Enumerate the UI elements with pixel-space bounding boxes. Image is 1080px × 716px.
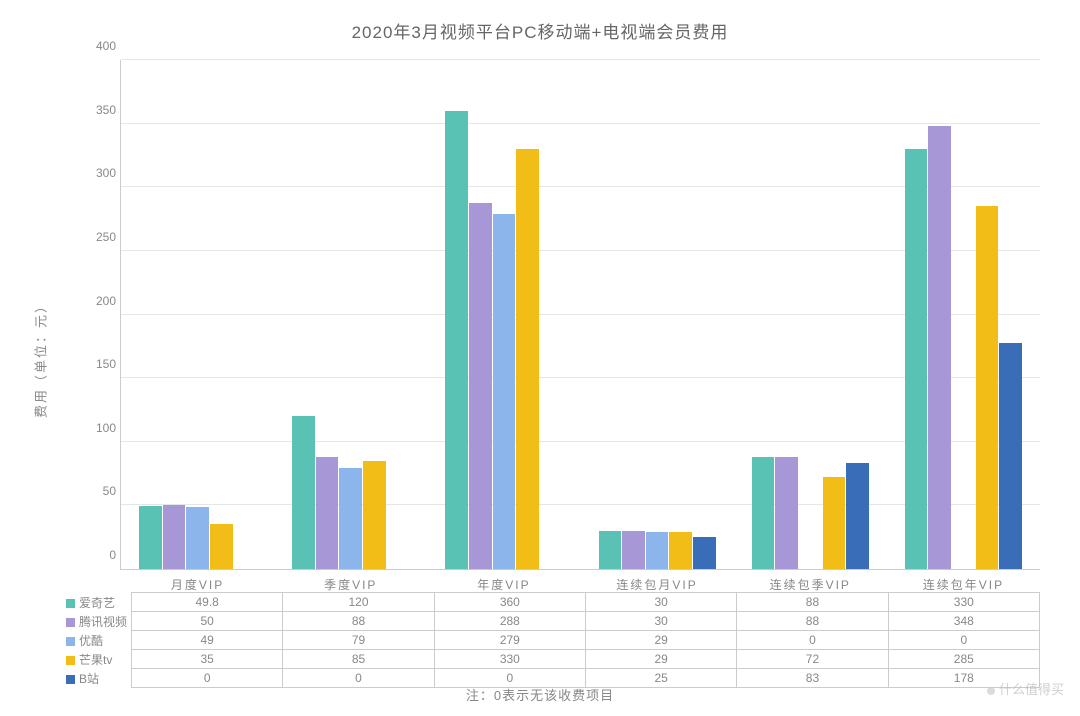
chart-title: 2020年3月视频平台PC移动端+电视端会员费用 — [0, 0, 1080, 43]
table-cell: 330 — [434, 650, 585, 669]
table-row: 爱奇艺49.81203603088330 — [60, 593, 1040, 612]
bar — [846, 463, 869, 569]
table-cell: 88 — [283, 612, 434, 631]
legend-swatch — [66, 618, 75, 627]
table-cell: 50 — [132, 612, 283, 631]
bar — [976, 206, 999, 569]
bar — [622, 531, 645, 569]
bar — [339, 468, 362, 569]
x-category-label: 季度VIP — [274, 576, 427, 593]
footer-note: 注：0表示无该收费项目 — [0, 685, 1080, 704]
bar — [139, 506, 162, 569]
x-category-label: 年度VIP — [427, 576, 580, 593]
chart-container: 2020年3月视频平台PC移动端+电视端会员费用 费用（单位：元） 月度VIP季… — [0, 0, 1080, 716]
table-cell: 30 — [586, 593, 737, 612]
watermark: 什么值得买 — [987, 679, 1064, 698]
y-tick-label: 50 — [76, 484, 116, 498]
table-cell: 49.8 — [132, 593, 283, 612]
bar-group: 年度VIP — [427, 60, 580, 569]
watermark-text: 什么值得买 — [999, 682, 1064, 697]
bar — [752, 457, 775, 569]
series-label: 爱奇艺 — [60, 593, 132, 612]
y-tick-label: 250 — [76, 230, 116, 244]
bar — [445, 111, 468, 569]
table-row: 芒果tv35853302972285 — [60, 650, 1040, 669]
x-category-label: 连续包季VIP — [734, 576, 887, 593]
table-cell: 288 — [434, 612, 585, 631]
bar — [363, 461, 386, 569]
bar — [928, 126, 951, 569]
table-cell: 49 — [132, 631, 283, 650]
bar — [905, 149, 928, 569]
bar — [775, 457, 798, 569]
bar — [599, 531, 622, 569]
y-tick-label: 350 — [76, 103, 116, 117]
series-label: 腾讯视频 — [60, 612, 132, 631]
table-cell: 79 — [283, 631, 434, 650]
bar-groups: 月度VIP季度VIP年度VIP连续包月VIP连续包季VIP连续包年VIP — [121, 60, 1040, 569]
bar — [186, 507, 209, 569]
legend-swatch — [66, 599, 75, 608]
table-cell: 72 — [737, 650, 888, 669]
table-row: 腾讯视频50882883088348 — [60, 612, 1040, 631]
y-tick-label: 150 — [76, 357, 116, 371]
bar-group: 连续包年VIP — [887, 60, 1040, 569]
bar — [493, 214, 516, 569]
bar — [163, 505, 186, 569]
bar-group: 连续包月VIP — [581, 60, 734, 569]
x-category-label: 月度VIP — [121, 576, 274, 593]
table-cell: 0 — [737, 631, 888, 650]
legend-swatch — [66, 675, 75, 684]
bar — [516, 149, 539, 569]
bar-group: 季度VIP — [274, 60, 427, 569]
table-cell: 120 — [283, 593, 434, 612]
bar-group: 连续包季VIP — [734, 60, 887, 569]
x-category-label: 连续包月VIP — [581, 576, 734, 593]
watermark-icon — [987, 687, 995, 695]
table-row: 优酷49792792900 — [60, 631, 1040, 650]
bar — [469, 203, 492, 569]
plot-inner: 月度VIP季度VIP年度VIP连续包月VIP连续包季VIP连续包年VIP 050… — [120, 60, 1040, 570]
y-tick-label: 200 — [76, 294, 116, 308]
table-cell: 330 — [888, 593, 1039, 612]
bar — [999, 343, 1022, 570]
x-category-label: 连续包年VIP — [887, 576, 1040, 593]
table-cell: 29 — [586, 650, 737, 669]
y-tick-label: 400 — [76, 39, 116, 53]
table-cell: 88 — [737, 593, 888, 612]
legend-swatch — [66, 637, 75, 646]
y-axis-title: 费用（单位：元） — [31, 298, 50, 418]
bar-group: 月度VIP — [121, 60, 274, 569]
bar — [210, 524, 233, 569]
bar — [693, 537, 716, 569]
legend-swatch — [66, 656, 75, 665]
bar — [292, 416, 315, 569]
table-cell: 285 — [888, 650, 1039, 669]
table-cell: 35 — [132, 650, 283, 669]
series-label: 芒果tv — [60, 650, 132, 669]
table-cell: 29 — [586, 631, 737, 650]
y-tick-label: 300 — [76, 166, 116, 180]
y-tick-label: 100 — [76, 421, 116, 435]
y-tick-label: 0 — [76, 548, 116, 562]
table-cell: 279 — [434, 631, 585, 650]
table-cell: 30 — [586, 612, 737, 631]
series-label: 优酷 — [60, 631, 132, 650]
bar — [646, 532, 669, 569]
data-table: 爱奇艺49.81203603088330腾讯视频50882883088348优酷… — [60, 592, 1040, 688]
table-cell: 348 — [888, 612, 1039, 631]
plot-area: 月度VIP季度VIP年度VIP连续包月VIP连续包季VIP连续包年VIP 050… — [120, 60, 1040, 570]
bar — [669, 532, 692, 569]
bar — [316, 457, 339, 569]
bar — [823, 477, 846, 569]
table-cell: 0 — [888, 631, 1039, 650]
table-cell: 85 — [283, 650, 434, 669]
table-cell: 88 — [737, 612, 888, 631]
table-cell: 360 — [434, 593, 585, 612]
